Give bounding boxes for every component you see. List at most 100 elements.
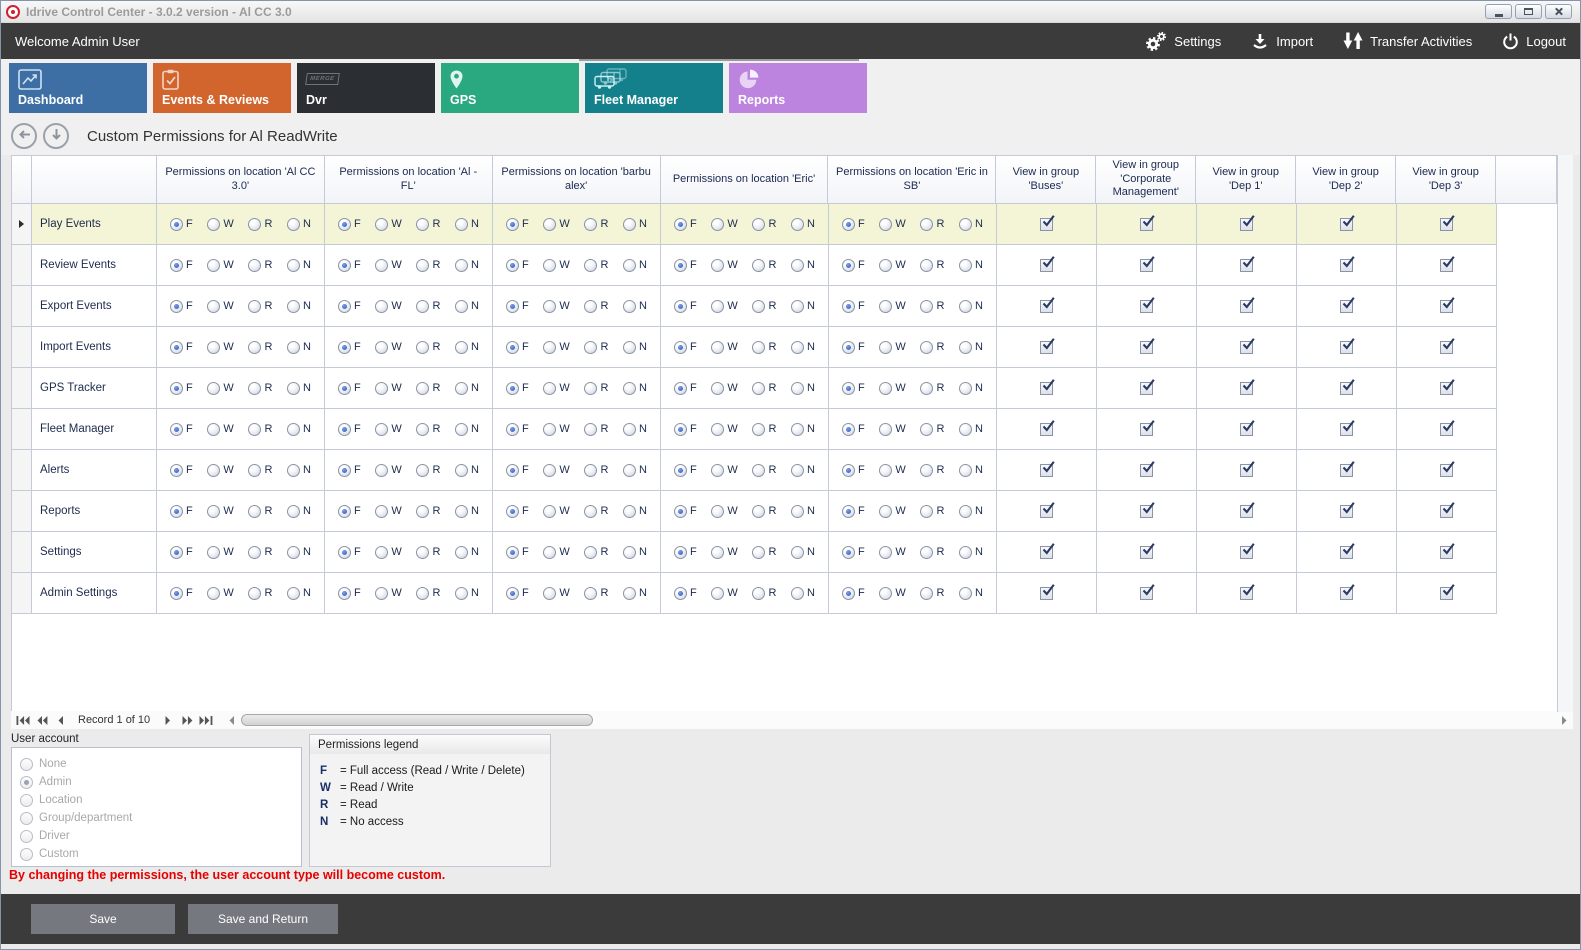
user-account-option-admin[interactable]: Admin [20,773,301,791]
permission-radio-n[interactable]: N [287,299,311,313]
permission-radio-w[interactable]: W [543,299,570,313]
permission-radio-r[interactable]: R [752,381,776,395]
permission-radio-f[interactable]: F [842,299,865,313]
permission-radio-r[interactable]: R [752,504,776,518]
permission-radio-f[interactable]: F [170,504,193,518]
scroll-right-icon[interactable] [1559,714,1569,727]
permission-radio-f[interactable]: F [674,217,697,231]
permission-radio-r[interactable]: R [920,217,944,231]
permission-radio-w[interactable]: W [375,258,402,272]
permission-radio-r[interactable]: R [920,463,944,477]
permission-radio-w[interactable]: W [207,258,234,272]
permission-radio-r[interactable]: R [920,422,944,436]
tab-fleet-manager[interactable]: Fleet Manager [585,63,723,113]
permission-radio-w[interactable]: W [543,545,570,559]
permission-radio-n[interactable]: N [455,299,479,313]
permission-radio-f[interactable]: F [674,463,697,477]
permission-radio-n[interactable]: N [287,463,311,477]
permission-radio-w[interactable]: W [375,586,402,600]
permission-radio-n[interactable]: N [455,504,479,518]
column-header-dep-2[interactable]: View in group 'Dep 2' [1296,156,1397,204]
group-checkbox[interactable] [1040,378,1055,395]
permission-radio-w[interactable]: W [879,299,906,313]
permission-radio-n[interactable]: N [623,504,647,518]
permission-radio-w[interactable]: W [375,422,402,436]
nav-first-button[interactable] [15,714,31,727]
scroll-left-icon[interactable] [227,714,237,727]
vertical-scrollbar[interactable] [1557,155,1573,712]
permission-radio-f[interactable]: F [170,340,193,354]
group-checkbox[interactable] [1040,542,1055,559]
permission-radio-w[interactable]: W [207,217,234,231]
permission-radio-f[interactable]: F [506,586,529,600]
permission-radio-f[interactable]: F [338,217,361,231]
group-checkbox[interactable] [1040,583,1055,600]
permission-radio-w[interactable]: W [711,217,738,231]
permission-radio-r[interactable]: R [920,545,944,559]
group-checkbox[interactable] [1340,460,1355,477]
save-button[interactable]: Save [31,904,175,934]
permission-radio-w[interactable]: W [543,340,570,354]
group-checkbox[interactable] [1440,460,1455,477]
permission-radio-w[interactable]: W [711,504,738,518]
group-checkbox[interactable] [1440,501,1455,518]
permission-radio-n[interactable]: N [287,381,311,395]
tab-gps[interactable]: GPS [441,63,579,113]
permission-radio-r[interactable]: R [416,217,440,231]
scrollbar-track[interactable] [239,713,1557,727]
column-header-eric-in-sb[interactable]: Permissions on location 'Eric in SB' [828,156,997,204]
permission-radio-n[interactable]: N [623,381,647,395]
action-settings[interactable]: Settings [1144,31,1221,52]
group-checkbox[interactable] [1140,378,1155,395]
group-checkbox[interactable] [1140,214,1155,231]
permission-radio-n[interactable]: N [959,504,983,518]
group-checkbox[interactable] [1140,337,1155,354]
permission-radio-r[interactable]: R [752,258,776,272]
permission-radio-f[interactable]: F [674,340,697,354]
permission-radio-r[interactable]: R [248,381,272,395]
group-checkbox[interactable] [1340,542,1355,559]
group-checkbox[interactable] [1240,378,1255,395]
permission-radio-n[interactable]: N [455,381,479,395]
permission-radio-r[interactable]: R [416,299,440,313]
permission-radio-r[interactable]: R [752,422,776,436]
nav-next-page-button[interactable] [179,714,195,727]
permission-radio-w[interactable]: W [543,504,570,518]
group-checkbox[interactable] [1440,583,1455,600]
group-checkbox[interactable] [1440,296,1455,313]
permission-radio-r[interactable]: R [920,586,944,600]
user-account-option-none[interactable]: None [20,755,301,773]
permission-radio-n[interactable]: N [455,545,479,559]
group-checkbox[interactable] [1240,583,1255,600]
column-header-barbu-alex[interactable]: Permissions on location 'barbu alex' [492,156,661,204]
feature-cell[interactable]: Play Events [32,204,157,245]
user-account-option-custom[interactable]: Custom [20,845,301,863]
save-and-return-button[interactable]: Save and Return [188,904,338,934]
permission-radio-f[interactable]: F [170,586,193,600]
permission-radio-n[interactable]: N [959,422,983,436]
scrollbar-thumb[interactable] [241,713,594,726]
group-checkbox[interactable] [1440,337,1455,354]
permission-radio-f[interactable]: F [842,381,865,395]
group-checkbox[interactable] [1040,419,1055,436]
column-header-corporate-management[interactable]: View in group 'Corporate Management' [1096,156,1197,204]
permission-radio-f[interactable]: F [338,258,361,272]
group-checkbox[interactable] [1140,542,1155,559]
permission-radio-f[interactable]: F [170,463,193,477]
feature-cell[interactable]: Import Events [32,327,157,368]
permission-radio-r[interactable]: R [584,340,608,354]
permission-radio-r[interactable]: R [752,463,776,477]
permission-radio-r[interactable]: R [416,586,440,600]
permission-radio-w[interactable]: W [879,463,906,477]
permission-radio-f[interactable]: F [842,258,865,272]
group-checkbox[interactable] [1140,583,1155,600]
permission-radio-n[interactable]: N [623,586,647,600]
permission-radio-f[interactable]: F [506,422,529,436]
group-checkbox[interactable] [1240,255,1255,272]
permission-radio-w[interactable]: W [711,586,738,600]
permission-radio-w[interactable]: W [375,217,402,231]
permission-radio-f[interactable]: F [338,340,361,354]
permission-radio-n[interactable]: N [959,340,983,354]
group-checkbox[interactable] [1040,214,1055,231]
column-header-dep-3[interactable]: View in group 'Dep 3' [1396,156,1497,204]
